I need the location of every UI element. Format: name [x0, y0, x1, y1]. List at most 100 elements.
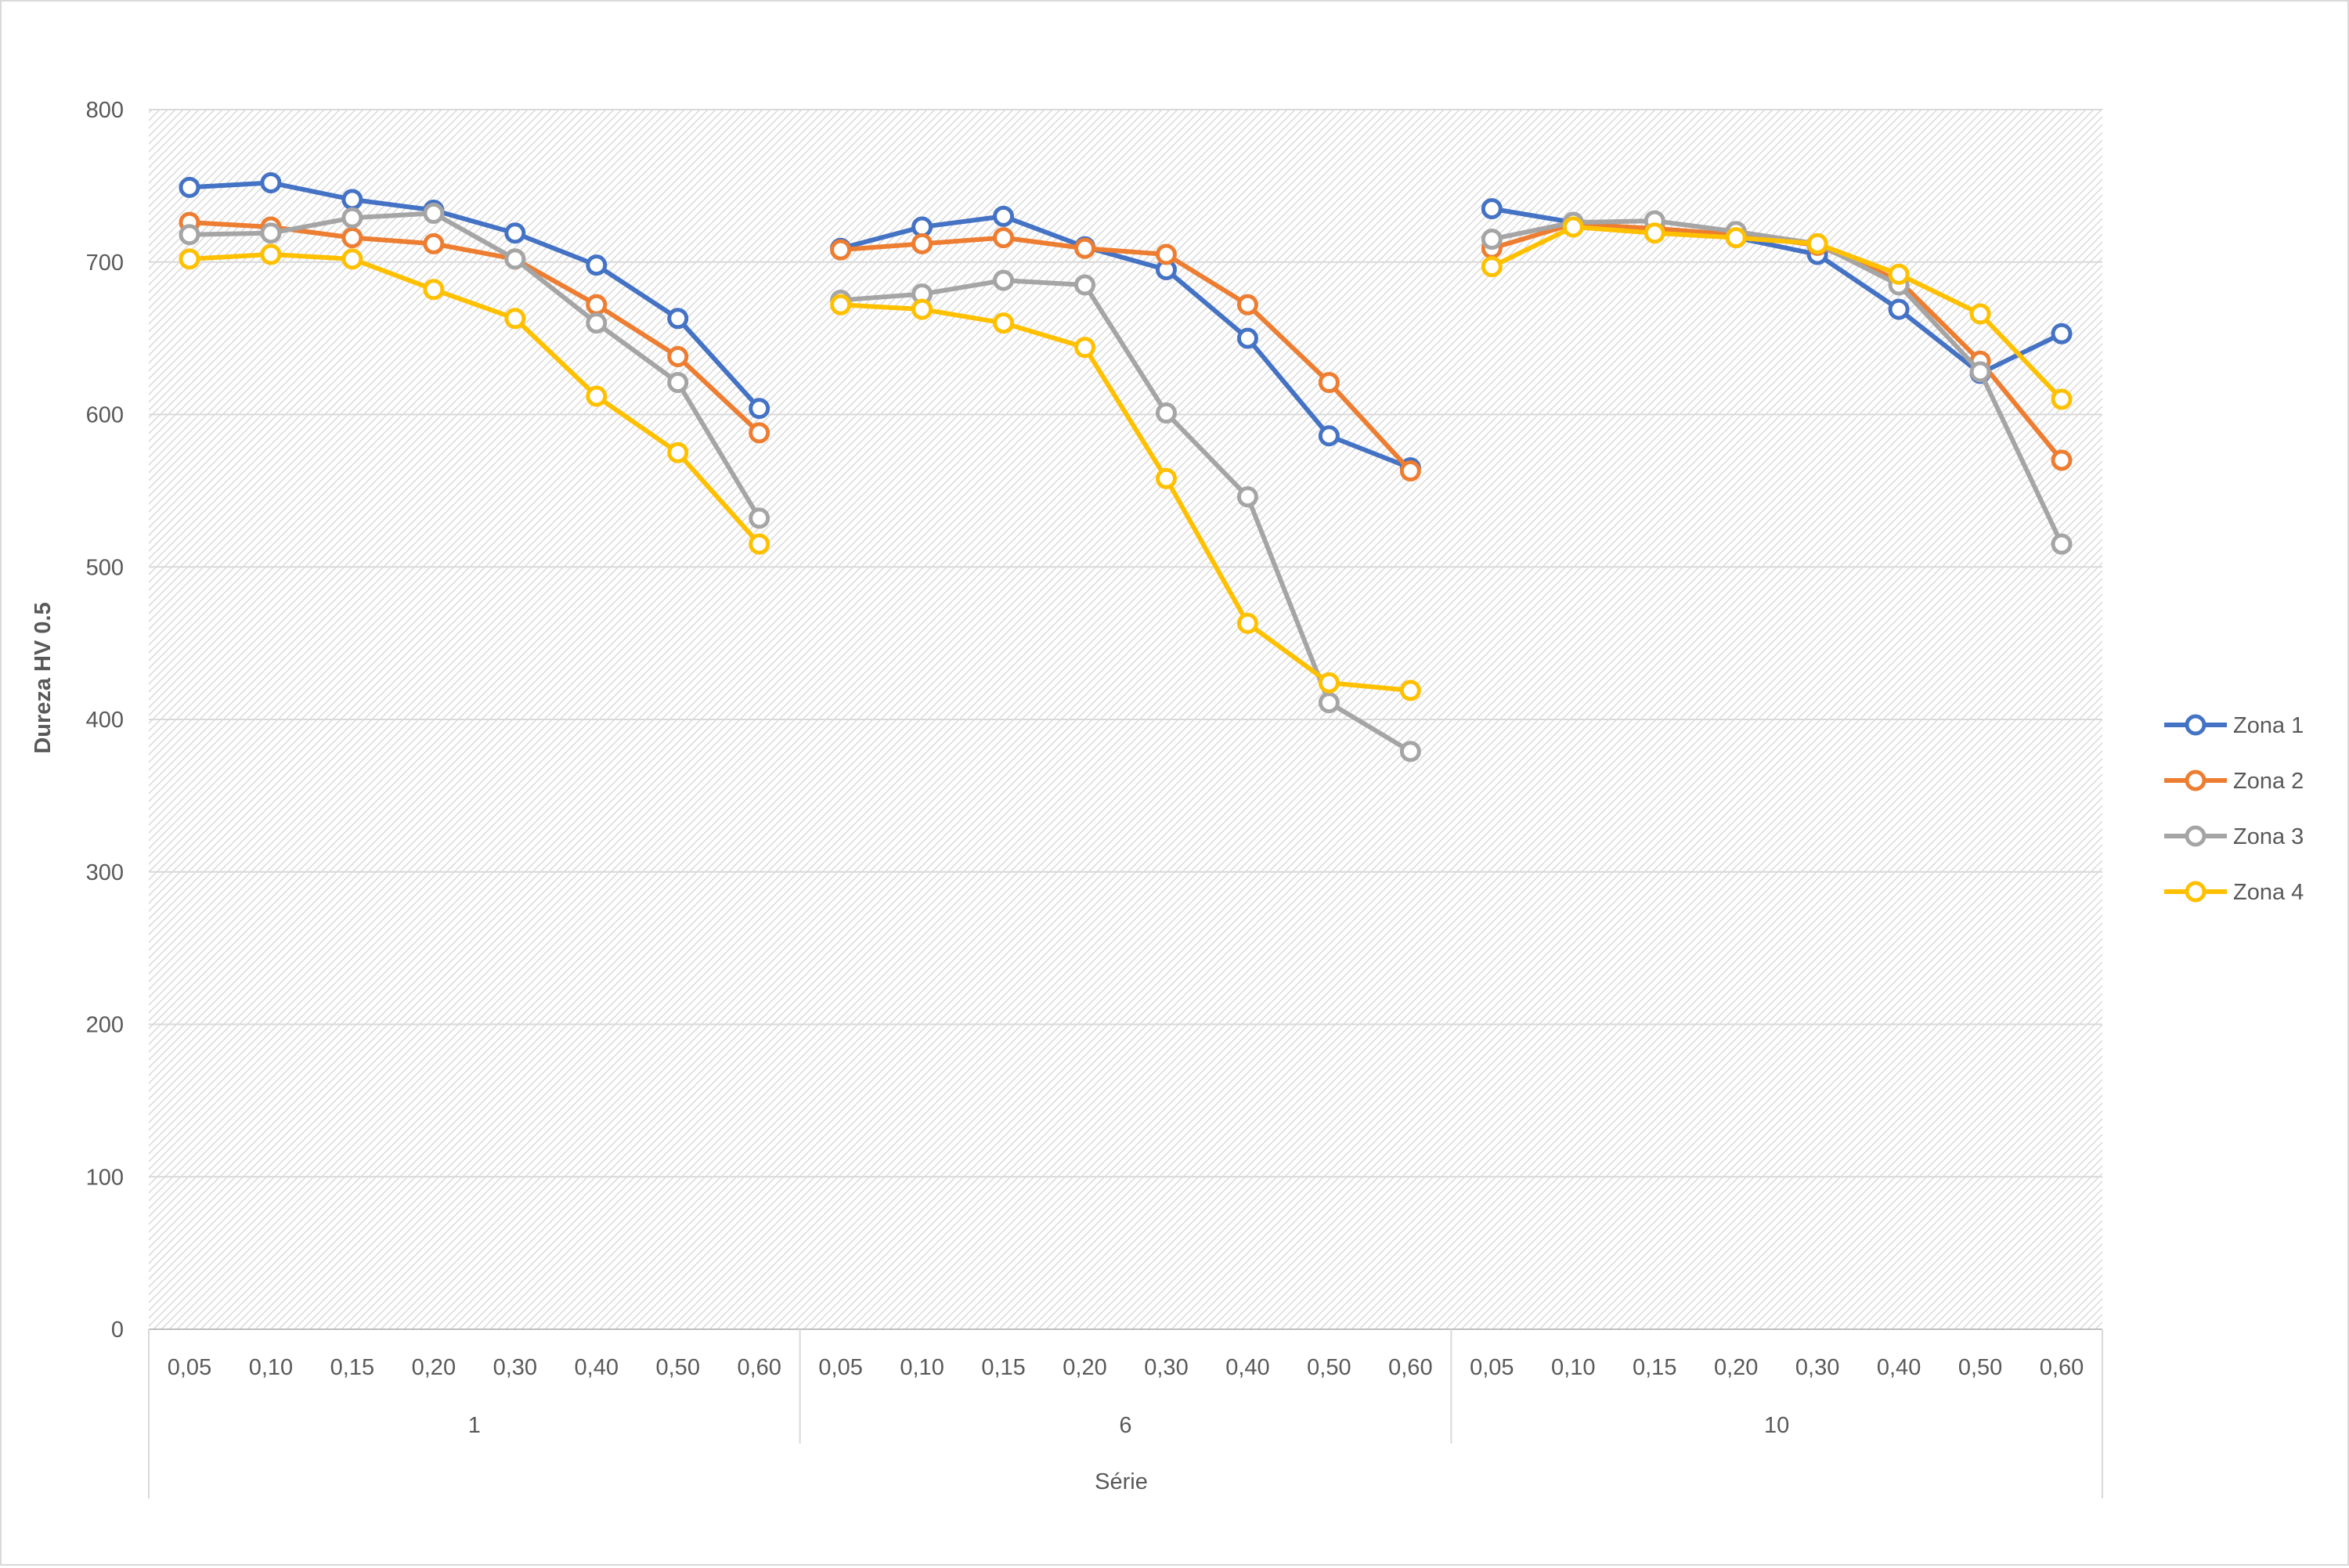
y-tick-label: 400: [86, 708, 124, 733]
x-tick-label: 0,60: [1388, 1355, 1432, 1380]
x-tick-label: 0,10: [900, 1355, 944, 1380]
data-point: [749, 398, 770, 420]
y-tick-label: 0: [111, 1317, 124, 1343]
legend-item: Zona 3: [2164, 824, 2304, 849]
data-point: [260, 222, 282, 244]
data-point: [1481, 256, 1503, 278]
x-tick-label: 0,05: [1470, 1355, 1514, 1380]
data-point: [1074, 237, 1096, 259]
data-point: [341, 189, 363, 211]
legend-swatch-marker: [2185, 825, 2206, 847]
legend-swatch-marker: [2185, 881, 2206, 903]
legend-item: Zona 4: [2164, 880, 2304, 905]
data-point: [1074, 337, 1096, 359]
data-point: [667, 308, 689, 330]
y-tick-label: 500: [86, 555, 124, 580]
data-point: [1155, 243, 1177, 265]
x-tick-label: 0,20: [1714, 1355, 1758, 1380]
data-point: [1399, 460, 1421, 482]
y-tick-label: 100: [86, 1165, 124, 1190]
data-point: [2051, 388, 2073, 410]
data-point: [1806, 232, 1828, 254]
data-point: [586, 385, 608, 407]
data-point: [179, 248, 200, 270]
data-point: [1644, 222, 1665, 244]
data-point: [993, 205, 1015, 227]
x-tick-label: 0,10: [1551, 1355, 1595, 1380]
data-point: [179, 176, 200, 198]
y-axis-tick-labels: 0 100 200 300 400 500 600 700 800: [86, 98, 124, 1343]
y-tick-label: 700: [86, 251, 124, 276]
data-point: [830, 294, 852, 315]
x-tick-label: 0,20: [1063, 1355, 1106, 1380]
series-line: [838, 302, 1413, 693]
x-axis-label: Série: [1095, 1469, 1148, 1494]
x-tick-label: 0,15: [330, 1355, 374, 1380]
y-tick-label: 300: [86, 860, 124, 885]
data-point: [1074, 274, 1096, 296]
data-point: [1318, 692, 1340, 714]
data-point: [993, 269, 1015, 291]
data-point: [586, 312, 608, 334]
x-tick-label: 0,30: [1144, 1355, 1188, 1380]
data-point: [423, 202, 445, 224]
series-line: [186, 180, 762, 411]
legend-label: Zona 1: [2233, 713, 2304, 738]
series-zona-4: [179, 216, 2073, 701]
x-group-label: 6: [1119, 1413, 1131, 1438]
x-tick-label: 0,50: [656, 1355, 700, 1380]
x-tick-label: 0,50: [1958, 1355, 2002, 1380]
data-point: [1155, 402, 1177, 424]
data-point: [504, 222, 526, 244]
legend-label: Zona 3: [2233, 824, 2304, 849]
x-tick-label: 0,20: [412, 1355, 456, 1380]
data-point: [1318, 425, 1340, 447]
x-axis: 0,05 0,10 0,15 0,20 0,30 0,40 0,50 0,60 1 0,05 0,1…: [148, 1329, 2103, 1498]
x-tick-label: 0,60: [2040, 1355, 2084, 1380]
data-point: [504, 248, 526, 270]
legend-swatch-marker: [2185, 714, 2206, 736]
data-point: [1236, 294, 1258, 315]
data-point: [830, 239, 852, 261]
data-point: [1236, 612, 1258, 634]
y-axis-label: Dureza HV 0.5: [31, 602, 56, 753]
data-point: [1725, 227, 1747, 249]
data-point: [1399, 741, 1421, 762]
data-point: [341, 207, 363, 229]
data-point: [1318, 372, 1340, 394]
series-line: [186, 252, 762, 547]
x-group-label: 1: [468, 1413, 481, 1438]
x-tick-label: 0,60: [737, 1355, 781, 1380]
series-line: [1489, 224, 2065, 402]
legend-label: Zona 4: [2233, 880, 2304, 905]
x-tick-label: 0,05: [168, 1355, 211, 1380]
data-point: [586, 294, 608, 315]
data-point: [1888, 263, 1910, 285]
data-point: [911, 298, 933, 320]
x-tick-label: 0,30: [1795, 1355, 1839, 1380]
data-point: [179, 224, 200, 246]
series-zona-3: [179, 202, 2073, 762]
x-tick-label: 0,40: [575, 1355, 619, 1380]
data-point: [423, 232, 445, 254]
data-point: [341, 248, 363, 270]
x-tick-label: 0,30: [493, 1355, 537, 1380]
data-point: [911, 216, 933, 238]
series-line: [838, 235, 1413, 474]
x-group-label: 10: [1764, 1413, 1789, 1438]
data-point: [1399, 679, 1421, 701]
data-point: [260, 171, 282, 193]
data-point: [1155, 467, 1177, 489]
data-point: [667, 372, 689, 394]
data-point: [1481, 229, 1503, 251]
series-layer: [179, 171, 2073, 762]
data-point: [1969, 303, 1991, 325]
x-tick-label: 0,40: [1225, 1355, 1269, 1380]
x-tick-label: 0,10: [249, 1355, 293, 1380]
legend-label: Zona 2: [2233, 769, 2304, 794]
data-point: [1888, 298, 1910, 320]
data-point: [749, 507, 770, 529]
y-tick-label: 800: [86, 98, 124, 123]
gridlines: [149, 109, 2102, 1330]
